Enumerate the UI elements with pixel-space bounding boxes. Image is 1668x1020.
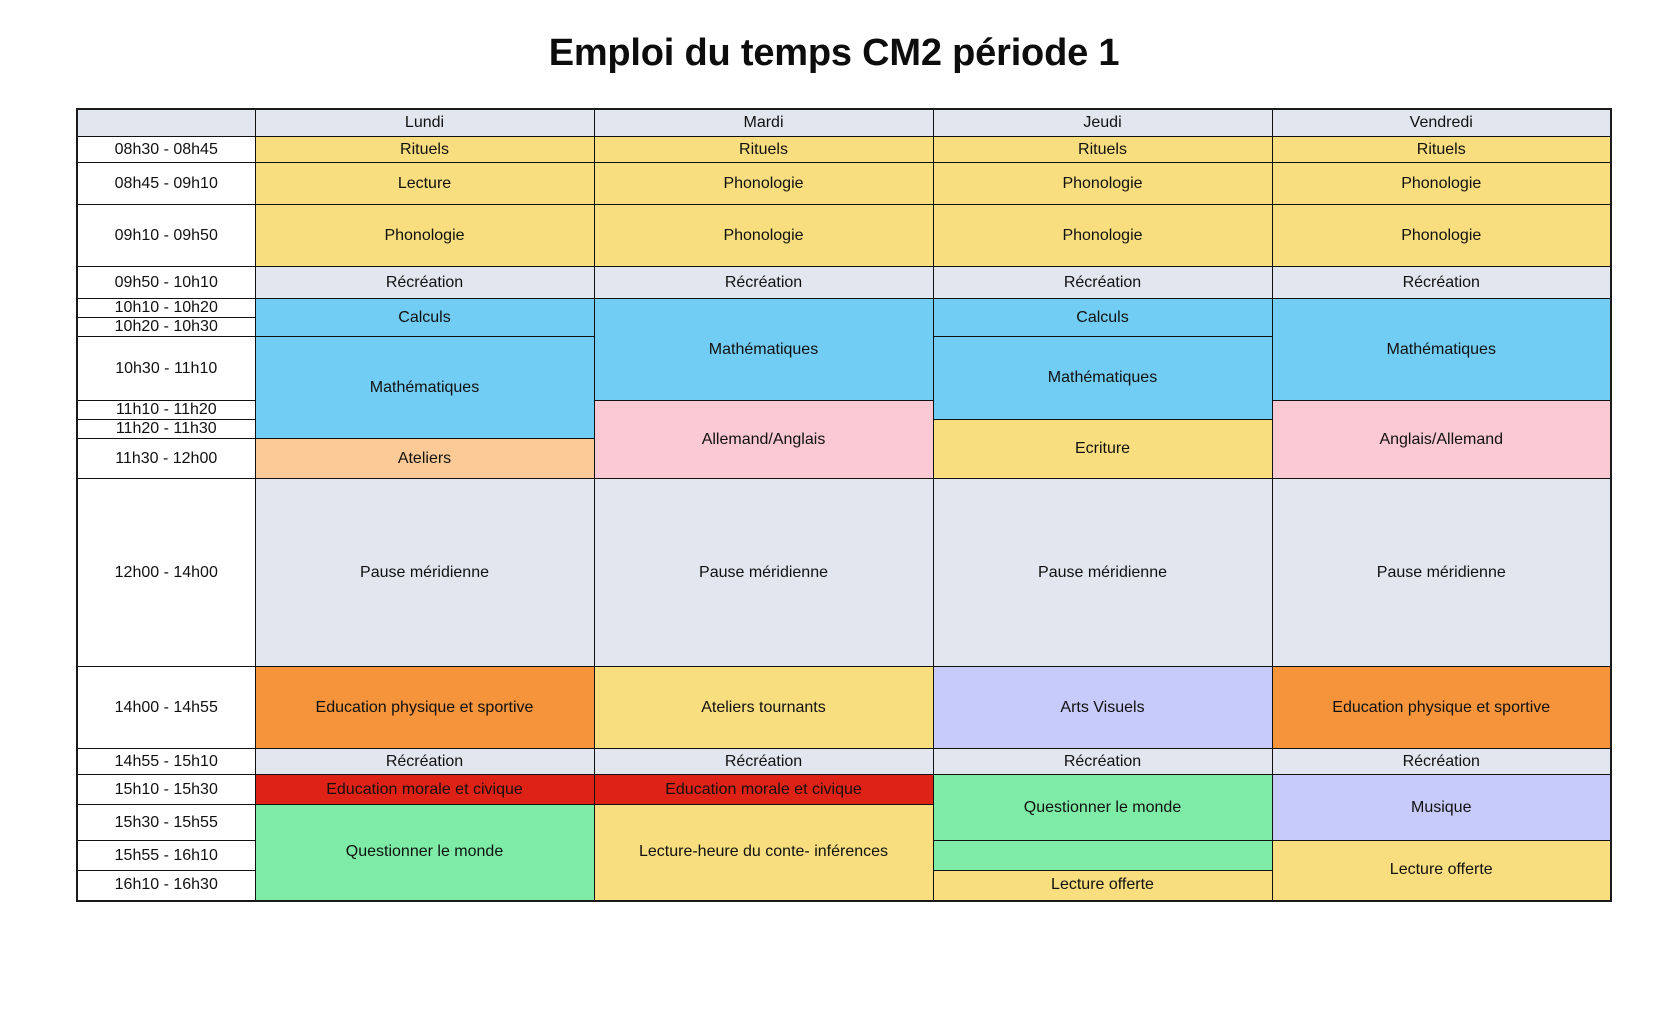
cell-jeudi-questionner-le-monde[interactable]: Questionner le monde — [932, 774, 1273, 841]
header-corner — [76, 108, 256, 137]
time-label: 15h10 - 15h30 — [76, 774, 256, 805]
cell-mardi-recreation[interactable]: Récréation — [593, 266, 934, 299]
cell-lundi-questionner-le-monde[interactable]: Questionner le monde — [254, 804, 595, 901]
cell-lundi-emc[interactable]: Education morale et civique — [254, 774, 595, 805]
cell-mardi-phonologie-2[interactable]: Phonologie — [593, 204, 934, 267]
cell-vendredi-pause-meridienne[interactable]: Pause méridienne — [1271, 478, 1612, 667]
table-row: 15h10 - 15h30 Education morale et civiqu… — [76, 774, 1612, 841]
cell-jeudi-questionner-le-monde-2[interactable] — [932, 840, 1273, 871]
cell-vendredi-lecture-offerte[interactable]: Lecture offerte — [1271, 840, 1612, 901]
cell-mardi-mathematiques[interactable]: Mathématiques — [593, 298, 934, 401]
cell-jeudi-rituels[interactable]: Rituels — [932, 136, 1273, 163]
cell-mardi-ateliers-tournants[interactable]: Ateliers tournants — [593, 666, 934, 749]
timetable-header: Lundi Mardi Jeudi Vendredi — [76, 108, 1612, 137]
timetable-container: Lundi Mardi Jeudi Vendredi 08h30 - 08h45… — [76, 108, 1612, 902]
time-label: 11h10 - 11h20 — [76, 400, 256, 420]
cell-jeudi-arts-visuels[interactable]: Arts Visuels — [932, 666, 1273, 749]
table-row: 16h10 - 16h30 Lecture offerte — [76, 870, 1611, 901]
header-row: Lundi Mardi Jeudi Vendredi — [76, 108, 1612, 137]
cell-mardi-emc[interactable]: Education morale et civique — [593, 774, 934, 805]
cell-lundi-recreation-2[interactable]: Récréation — [254, 748, 595, 775]
timetable: Lundi Mardi Jeudi Vendredi 08h30 - 08h45… — [76, 108, 1612, 902]
table-row: 08h45 - 09h10 Lecture Phonologie Phonolo… — [76, 162, 1612, 205]
cell-lundi-eps[interactable]: Education physique et sportive — [254, 666, 595, 749]
time-label: 10h20 - 10h30 — [76, 317, 256, 337]
time-label: 09h50 - 10h10 — [76, 266, 256, 299]
header-day-lundi: Lundi — [254, 108, 595, 137]
cell-mardi-pause-meridienne[interactable]: Pause méridienne — [593, 478, 934, 667]
table-row: 14h55 - 15h10 Récréation Récréation Récr… — [76, 748, 1612, 775]
table-row: 12h00 - 14h00 Pause méridienne Pause mér… — [76, 478, 1612, 667]
table-row: 11h30 - 12h00 Ateliers — [76, 438, 1611, 479]
cell-mardi-recreation-2[interactable]: Récréation — [593, 748, 934, 775]
table-row: 14h00 - 14h55 Education physique et spor… — [76, 666, 1612, 749]
header-day-mardi: Mardi — [593, 108, 934, 137]
cell-jeudi-mathematiques[interactable]: Mathématiques — [932, 336, 1273, 420]
cell-jeudi-phonologie-2[interactable]: Phonologie — [932, 204, 1273, 267]
table-row: 15h55 - 16h10 Lecture offerte — [76, 840, 1612, 901]
cell-lundi-ateliers[interactable]: Ateliers — [254, 438, 595, 479]
table-row: 09h10 - 09h50 Phonologie Phonologie Phon… — [76, 204, 1612, 267]
time-label: 09h10 - 09h50 — [76, 204, 256, 267]
time-label: 15h55 - 16h10 — [76, 840, 256, 871]
time-label: 15h30 - 15h55 — [76, 804, 256, 841]
cell-vendredi-anglais-allemand[interactable]: Anglais/Allemand — [1271, 400, 1612, 479]
cell-vendredi-eps[interactable]: Education physique et sportive — [1271, 666, 1612, 749]
time-label: 10h30 - 11h10 — [76, 336, 256, 401]
cell-mardi-phonologie[interactable]: Phonologie — [593, 162, 934, 205]
cell-lundi-lecture[interactable]: Lecture — [254, 162, 595, 205]
cell-vendredi-mathematiques[interactable]: Mathématiques — [1271, 298, 1612, 401]
cell-vendredi-phonologie-2[interactable]: Phonologie — [1271, 204, 1612, 267]
table-row: 11h10 - 11h20 Allemand/Anglais Anglais/A… — [76, 400, 1612, 479]
cell-vendredi-rituels[interactable]: Rituels — [1271, 136, 1612, 163]
cell-mardi-rituels[interactable]: Rituels — [593, 136, 934, 163]
cell-jeudi-recreation[interactable]: Récréation — [932, 266, 1273, 299]
time-label: 11h30 - 12h00 — [76, 438, 256, 479]
table-row: 15h30 - 15h55 Questionner le monde Lectu… — [76, 804, 1611, 901]
time-label: 08h45 - 09h10 — [76, 162, 256, 205]
cell-lundi-calculs[interactable]: Calculs — [254, 298, 595, 337]
page-title: Emploi du temps CM2 période 1 — [548, 32, 1120, 74]
cell-lundi-recreation[interactable]: Récréation — [254, 266, 595, 299]
cell-lundi-pause-meridienne[interactable]: Pause méridienne — [254, 478, 595, 667]
time-label: 16h10 - 16h30 — [76, 870, 256, 901]
cell-vendredi-recreation[interactable]: Récréation — [1271, 266, 1612, 299]
time-label: 08h30 - 08h45 — [76, 136, 256, 163]
cell-lundi-mathematiques[interactable]: Mathématiques — [254, 336, 595, 439]
cell-vendredi-phonologie[interactable]: Phonologie — [1271, 162, 1612, 205]
cell-jeudi-calculs[interactable]: Calculs — [932, 298, 1273, 337]
timetable-body: 08h30 - 08h45 Rituels Rituels Rituels Ri… — [76, 136, 1612, 901]
time-label: 12h00 - 14h00 — [76, 478, 256, 667]
header-day-vendredi: Vendredi — [1271, 108, 1612, 137]
table-row: 10h10 - 10h20 Calculs Mathématiques Calc… — [76, 298, 1612, 401]
cell-mardi-allemand-anglais[interactable]: Allemand/Anglais — [593, 400, 934, 479]
time-label: 14h00 - 14h55 — [76, 666, 256, 749]
cell-jeudi-ecriture[interactable]: Ecriture — [932, 419, 1273, 479]
cell-jeudi-lecture-offerte[interactable]: Lecture offerte — [932, 870, 1273, 901]
table-row: 08h30 - 08h45 Rituels Rituels Rituels Ri… — [76, 136, 1612, 163]
cell-vendredi-recreation-2[interactable]: Récréation — [1271, 748, 1612, 775]
table-row: 09h50 - 10h10 Récréation Récréation Récr… — [76, 266, 1612, 299]
table-row: 10h20 - 10h30 — [76, 317, 1611, 337]
header-day-jeudi: Jeudi — [932, 108, 1273, 137]
cell-lundi-phonologie[interactable]: Phonologie — [254, 204, 595, 267]
table-row: 10h30 - 11h10 Mathématiques Mathématique… — [76, 336, 1611, 439]
cell-jeudi-recreation-2[interactable]: Récréation — [932, 748, 1273, 775]
cell-lundi-rituels[interactable]: Rituels — [254, 136, 595, 163]
cell-jeudi-pause-meridienne[interactable]: Pause méridienne — [932, 478, 1273, 667]
time-label: 10h10 - 10h20 — [76, 298, 256, 318]
time-label: 14h55 - 15h10 — [76, 748, 256, 775]
cell-vendredi-musique[interactable]: Musique — [1271, 774, 1612, 841]
cell-jeudi-phonologie[interactable]: Phonologie — [932, 162, 1273, 205]
cell-mardi-lecture-conte[interactable]: Lecture-heure du conte- inférences — [593, 804, 934, 901]
time-label: 11h20 - 11h30 — [76, 419, 256, 439]
